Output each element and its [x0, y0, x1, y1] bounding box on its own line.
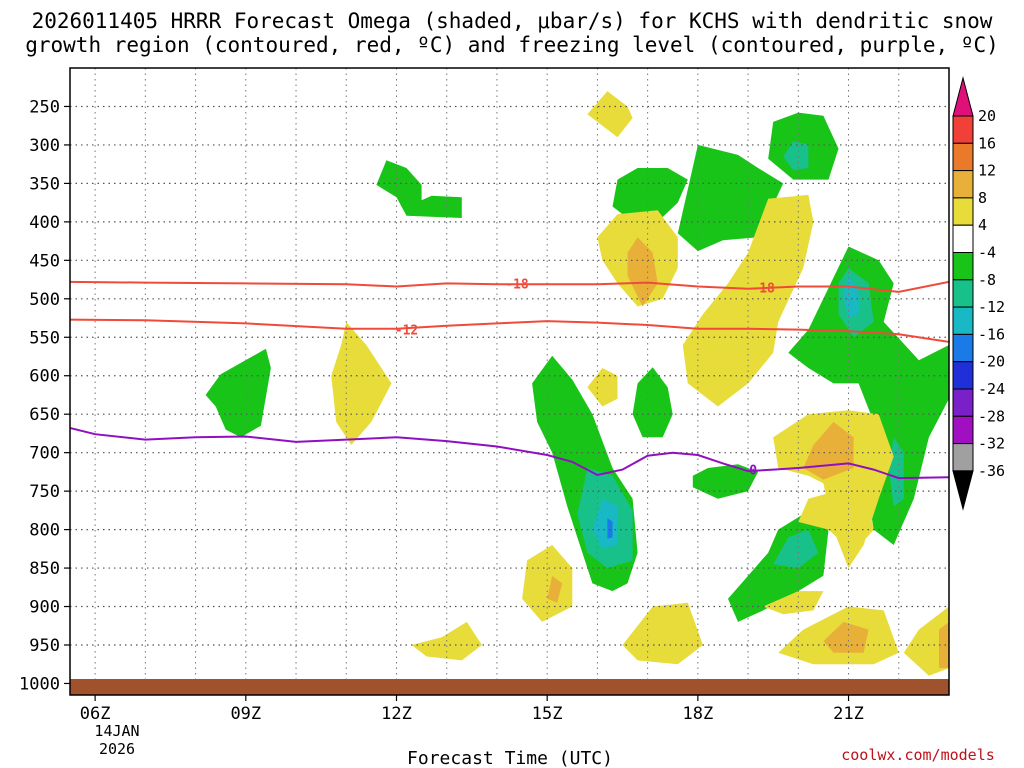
colorbar-level-label: -24: [978, 380, 1005, 398]
y-tick-label-850: 850: [29, 559, 60, 579]
y-tick-label-950: 950: [29, 636, 60, 656]
colorbar-segment-3: [952, 170, 974, 199]
contour-label-dendritic-top-0: -18: [505, 277, 529, 292]
colorbar-level-label: -12: [978, 298, 1005, 316]
colorbar-segment-2: [952, 142, 974, 172]
x-tick-label-21Z: 21Z: [833, 704, 864, 724]
omega-region--8-7: [632, 367, 673, 438]
colorbar-segment-8: [952, 306, 974, 335]
temperature-contours: -18 -18 -12 0: [70, 277, 949, 480]
omega-region--20-0: [607, 518, 613, 539]
omega-region--8-3: [612, 168, 688, 222]
omega-shaded-regions: [205, 91, 949, 676]
omega-region--8-5: [205, 348, 271, 438]
x-tick-label-15Z: 15Z: [532, 704, 563, 724]
x-tick-label-09Z: 09Z: [230, 704, 261, 724]
omega-region-4-7: [622, 602, 703, 665]
colorbar-segment-1: [952, 115, 974, 144]
omega-region-4-0: [587, 91, 633, 138]
y-tick-label-550: 550: [29, 328, 60, 348]
colorbar-level-label: -36: [978, 462, 1005, 480]
y-tick-label-300: 300: [29, 136, 60, 156]
y-axis: 250 300 350 400 450 500 550 600 650 700 750 800 850 9…: [19, 97, 70, 694]
colorbar-segment-13: [952, 443, 974, 472]
omega-region--8-4: [376, 160, 462, 218]
colorbar-level-label: -16: [978, 325, 1005, 343]
colorbar-level-label: -8: [978, 271, 996, 289]
contour-label-dendritic-top-1: -18: [751, 281, 775, 296]
colorbar-segment-9: [952, 333, 974, 363]
omega-region-4-9: [798, 483, 874, 553]
x-tick-label-12Z: 12Z: [381, 704, 412, 724]
contour-label-dendritic-bottom-2: -12: [395, 324, 418, 339]
y-tick-label-800: 800: [29, 521, 60, 541]
omega-region--8-10: [692, 464, 759, 499]
colorbar-segment-7: [952, 279, 974, 308]
y-tick-label-750: 750: [29, 482, 60, 502]
chart-title-line1: 2026011405 HRRR Forecast Omega (shaded, …: [32, 9, 993, 33]
omega-region-4-11: [763, 591, 824, 615]
contour-freezing-level: [70, 427, 949, 480]
x-axis-title: Forecast Time (UTC): [407, 748, 613, 768]
omega-region--12-0: [783, 141, 809, 171]
contour-dendritic-bottom: [70, 318, 949, 343]
colorbar-bottom-triangle: [952, 470, 974, 511]
colorbar-segment-4: [952, 197, 974, 226]
date-label-day: 14JAN: [94, 722, 139, 740]
y-tick-label-450: 450: [29, 251, 60, 271]
colorbar-level-label: -32: [978, 435, 1005, 453]
y-tick-label-700: 700: [29, 444, 60, 464]
colorbar-level-label: 20: [978, 107, 996, 125]
colorbar-segment-5: [952, 224, 974, 253]
omega-region-8-1: [803, 421, 854, 480]
colorbar-segment-6: [952, 252, 974, 281]
credit-text: coolwx.com/models: [841, 746, 995, 764]
colorbar-level-label: -28: [978, 407, 1005, 425]
y-tick-label-650: 650: [29, 405, 60, 425]
omega-region-8-2: [547, 575, 563, 603]
contour-dendritic-top: [70, 280, 949, 293]
omega-region-4-12: [903, 606, 949, 676]
omega-region-4-3: [331, 321, 392, 445]
colorbar-level-label: 4: [978, 216, 987, 234]
plot-frame: [69, 67, 950, 696]
y-tick-label-500: 500: [29, 290, 60, 310]
x-tick-label-18Z: 18Z: [682, 704, 713, 724]
omega-region-8-0: [627, 237, 658, 307]
omega-region-4-4: [587, 368, 618, 407]
colorbar-level-label: 8: [978, 189, 987, 207]
colorbar-level-label: -20: [978, 353, 1005, 371]
y-tick-label-250: 250: [29, 97, 60, 117]
y-tick-label-350: 350: [29, 174, 60, 194]
omega-region--12-3: [773, 529, 819, 569]
colorbar-level-label: 16: [978, 134, 996, 152]
x-axis: 06Z 09Z 12Z 15Z 18Z 21Z: [80, 695, 864, 724]
omega-region-4-5: [522, 545, 573, 622]
x-tick-label-06Z: 06Z: [80, 704, 111, 724]
omega-region-8-4: [939, 621, 949, 669]
contour-label-freezing-level-3: 0: [749, 464, 757, 479]
y-tick-label-400: 400: [29, 213, 60, 233]
omega-region-4-2: [682, 194, 814, 407]
y-tick-label-900: 900: [29, 598, 60, 618]
colorbar-top-triangle: [952, 76, 974, 117]
ground-strip: [70, 679, 949, 695]
omega-region--8-2: [677, 144, 784, 252]
chart-title-line2: growth region (contoured, red, ºC) and f…: [25, 33, 999, 57]
date-label-year: 2026: [99, 740, 135, 758]
colorbar-segment-11: [952, 388, 974, 417]
y-tick-label-600: 600: [29, 367, 60, 387]
colorbar-level-label: 12: [978, 162, 996, 180]
y-tick-label-1000: 1000: [19, 674, 60, 694]
colorbar-segment-12: [952, 415, 974, 445]
colorbar-legend: 20 16 12 8 4 -4 -8 -12 -16 -20 -24 -28 -32 -36: [952, 76, 1005, 511]
colorbar-level-label: -4: [978, 244, 996, 262]
omega-region--8-8: [788, 246, 949, 545]
colorbar-segment-10: [952, 361, 974, 390]
